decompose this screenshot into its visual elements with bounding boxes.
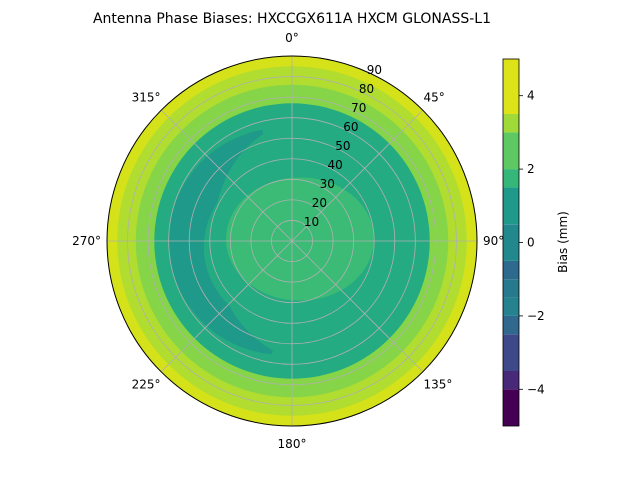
radial-tick-label: 40 bbox=[328, 158, 343, 172]
colorbar-band bbox=[503, 334, 519, 371]
radial-tick-label: 30 bbox=[320, 177, 335, 191]
colorbar-band bbox=[503, 370, 519, 390]
angular-tick-labels: 0° 45° 90° 135° 180° 225° 270° 315° bbox=[72, 31, 504, 451]
colorbar-band bbox=[503, 315, 519, 335]
colorbar: −4 −2 0 2 4 Bias (mm) bbox=[502, 58, 570, 427]
radial-tick-label: 10 bbox=[304, 215, 319, 229]
colorbar-band bbox=[503, 59, 519, 114]
radial-tick-label: 70 bbox=[351, 101, 366, 115]
angular-tick-label: 315° bbox=[132, 91, 161, 105]
polar-frame bbox=[106, 55, 478, 427]
colorbar-band bbox=[503, 297, 519, 316]
angular-tick-label: 225° bbox=[132, 378, 161, 392]
colorbar-band bbox=[503, 114, 519, 133]
colorbar-tick-label: −2 bbox=[527, 309, 545, 323]
polar-grid bbox=[107, 56, 477, 426]
angular-tick-label: 180° bbox=[278, 437, 307, 451]
radial-tick-labels: 10 20 30 40 50 60 70 80 90 bbox=[304, 63, 382, 229]
angular-tick-label: 90° bbox=[483, 234, 504, 248]
radial-tick-label: 20 bbox=[312, 196, 327, 210]
colorbar-band bbox=[503, 224, 519, 261]
colorbar-tick-label: 2 bbox=[527, 162, 535, 176]
colorbar-band bbox=[503, 169, 519, 188]
radial-tick-label: 60 bbox=[343, 120, 358, 134]
angular-tick-label: 270° bbox=[72, 234, 101, 248]
colorbar-label: Bias (mm) bbox=[556, 211, 570, 273]
colorbar-band bbox=[503, 260, 519, 280]
angular-grid-line bbox=[291, 240, 424, 373]
angular-grid-line bbox=[291, 109, 424, 242]
contour-band-center bbox=[226, 177, 374, 301]
angular-grid-line bbox=[160, 109, 293, 242]
colorbar-band bbox=[503, 132, 519, 170]
colorbar-tick-label: −4 bbox=[527, 382, 545, 396]
angular-tick-label: 0° bbox=[285, 31, 299, 45]
colorbar-band bbox=[503, 389, 519, 426]
angular-grid-line bbox=[160, 240, 293, 373]
colorbar-band bbox=[503, 187, 519, 225]
radial-tick-label: 90 bbox=[367, 63, 382, 77]
colorbar-tick-label: 0 bbox=[527, 236, 535, 250]
contour-band-crescent bbox=[168, 129, 273, 355]
chart-title: Antenna Phase Biases: HXCCGX611A HXCM GL… bbox=[93, 11, 491, 27]
angular-tick-label: 135° bbox=[424, 378, 453, 392]
radial-tick-label: 50 bbox=[335, 139, 350, 153]
colorbar-band bbox=[503, 279, 519, 298]
colorbar-tick-label: 4 bbox=[527, 89, 535, 103]
angular-tick-label: 45° bbox=[424, 91, 445, 105]
radial-tick-label: 80 bbox=[359, 82, 374, 96]
